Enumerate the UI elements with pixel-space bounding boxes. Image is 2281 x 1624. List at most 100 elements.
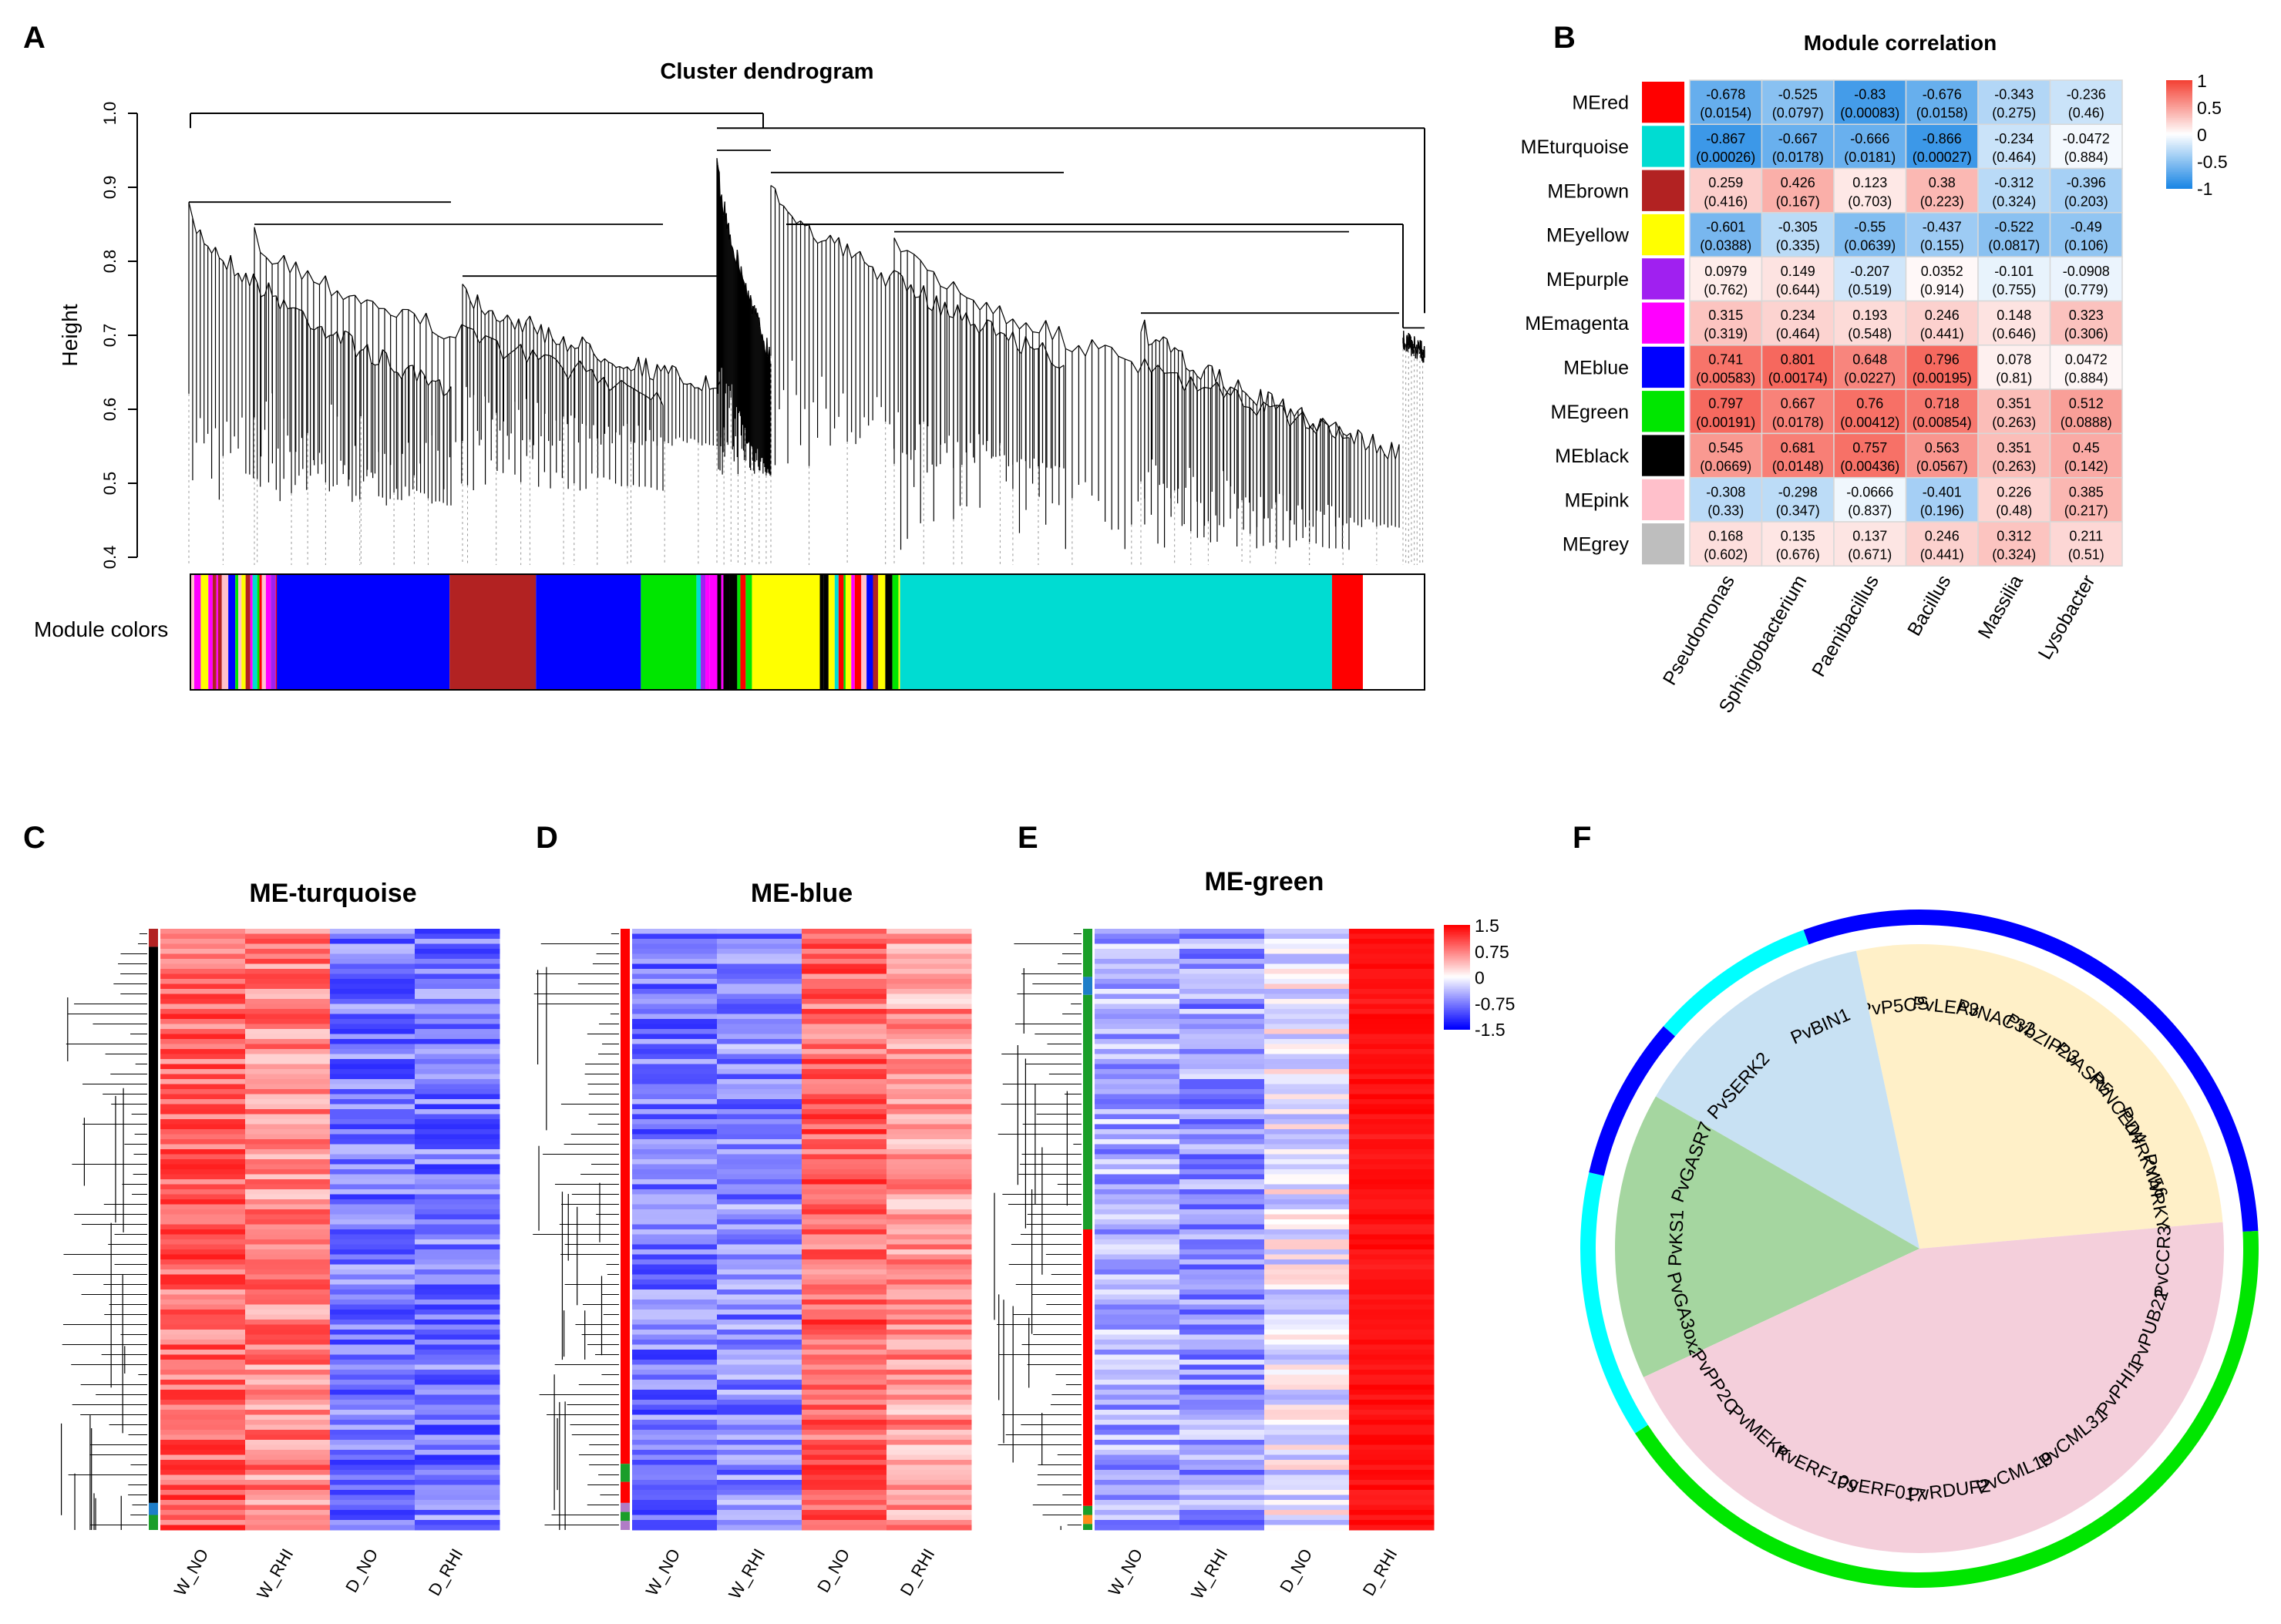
dendrogram-branch xyxy=(272,295,277,298)
dendrogram-branch xyxy=(1200,369,1206,380)
dendrogram-branch xyxy=(1170,347,1176,353)
heatmap-cell xyxy=(330,1495,415,1501)
side-color-segment xyxy=(149,1515,158,1530)
side-color-segment xyxy=(149,929,158,947)
legend-gradient-step xyxy=(2166,116,2192,119)
heatmap-cell xyxy=(1179,1289,1265,1295)
panel-label-a: A xyxy=(23,21,45,55)
heatmap-cell xyxy=(1179,1500,1265,1505)
dendrogram-branch xyxy=(408,309,415,314)
heatmap-cell xyxy=(1095,1169,1180,1175)
legend-gradient-step xyxy=(2166,170,2192,173)
heatmap-cell xyxy=(245,1284,331,1290)
heatmap-cell xyxy=(415,1074,500,1080)
heatmap-cell xyxy=(1095,943,1180,950)
heatmap-cell xyxy=(802,1259,887,1265)
heatmap-cell xyxy=(245,1224,331,1230)
heatmap-cell xyxy=(1179,1394,1265,1400)
heatmap-cell xyxy=(1179,1054,1265,1060)
heatmap-cell xyxy=(330,1410,415,1415)
heatmap-cell xyxy=(1349,1314,1435,1320)
heatmap-cell xyxy=(415,1084,500,1090)
heatmap-cell xyxy=(245,1414,331,1421)
dendrogram-branch xyxy=(1308,422,1314,429)
heatmap-cell xyxy=(886,1044,972,1050)
module-color-block-green xyxy=(641,574,697,690)
heatmap-cell xyxy=(632,1274,718,1280)
heatmap-cell xyxy=(1264,1149,1350,1155)
heatmap-cell xyxy=(415,1094,500,1100)
heatmap-cell xyxy=(1095,1440,1180,1445)
legend-gradient-step xyxy=(2166,83,2192,86)
heatmap-cell xyxy=(717,963,802,970)
dendrogram-branch xyxy=(1125,358,1132,362)
heatmap-cell xyxy=(1095,1029,1180,1034)
correlation-cell xyxy=(1761,476,1835,523)
row-label: MEblue xyxy=(1563,357,1629,378)
heatmap-cell xyxy=(802,1450,887,1455)
heatmap-cell xyxy=(1179,1350,1265,1355)
dendrogram-branch xyxy=(868,265,873,267)
dendrogram-branch xyxy=(529,315,534,327)
heatmap-cell xyxy=(1095,1159,1180,1165)
legend-gradient-step xyxy=(2166,183,2192,186)
heatmap-cell xyxy=(1095,1324,1180,1330)
dendrogram-branch xyxy=(510,321,516,330)
dendrogram-branch xyxy=(893,237,902,253)
heatmap-cell xyxy=(160,1484,246,1491)
heatmap-cell xyxy=(802,1360,887,1365)
heatmap-cell xyxy=(1179,1420,1265,1425)
dendrogram-branch xyxy=(834,237,839,244)
heatmap-cell xyxy=(886,1239,972,1245)
dendrogram-branch xyxy=(838,237,844,257)
legend-gradient-step xyxy=(2166,92,2192,96)
dendrogram-branch xyxy=(1233,379,1239,389)
heatmap-cell xyxy=(1179,1440,1265,1445)
heatmap-cell xyxy=(886,1430,972,1435)
heatmap-cell xyxy=(886,1414,972,1421)
dendrogram-branch xyxy=(204,243,208,247)
heatmap-cell xyxy=(1095,1414,1180,1421)
dendrogram-branch xyxy=(763,341,765,350)
heatmap-cell xyxy=(160,1064,246,1070)
legend-tick-label: -0.75 xyxy=(1475,994,1515,1014)
heatmap-cell xyxy=(1095,953,1180,960)
heatmap-cell xyxy=(1179,1184,1265,1190)
heatmap-cell xyxy=(802,1274,887,1280)
heatmap-cell xyxy=(330,1314,415,1320)
legend-gradient-step xyxy=(1444,967,1470,970)
heatmap-cell xyxy=(160,1434,246,1441)
heatmap-cell xyxy=(415,953,500,960)
dendrogram-branch xyxy=(725,213,728,230)
cell-value: 0.76 xyxy=(1856,396,1883,412)
dendrogram-branch xyxy=(1085,339,1093,357)
heatmap-cell xyxy=(632,1344,718,1350)
heatmap-cell xyxy=(160,1464,246,1471)
heatmap-cell xyxy=(632,953,718,960)
heatmap-cell xyxy=(886,1470,972,1475)
dendrogram-branch xyxy=(732,250,735,257)
heatmap-cell xyxy=(1349,1059,1435,1064)
heatmap-cell xyxy=(1264,1239,1350,1245)
heatmap-cell xyxy=(632,1430,718,1435)
heatmap-cell xyxy=(245,994,331,1000)
heatmap-cell xyxy=(1349,1394,1435,1400)
heatmap-cell xyxy=(330,999,415,1004)
cell-pvalue: (0.335) xyxy=(1776,238,1820,254)
heatmap-cell xyxy=(245,1430,331,1435)
heatmap-cell xyxy=(802,1034,887,1040)
heatmap-cell xyxy=(415,949,500,954)
heatmap-cell xyxy=(1095,1179,1180,1185)
heatmap-cell xyxy=(717,1360,802,1365)
heatmap-cell xyxy=(802,1384,887,1390)
dendrogram-branch xyxy=(653,364,658,381)
heatmap-cell xyxy=(1095,1254,1180,1260)
heatmap-cell xyxy=(415,1440,500,1445)
heatmap-cell xyxy=(160,1199,246,1205)
heatmap-cell xyxy=(160,943,246,950)
heatmap-cell xyxy=(802,1194,887,1200)
heatmap-cell xyxy=(632,939,718,944)
heatmap-cell xyxy=(415,1500,500,1505)
heatmap-cell xyxy=(245,1510,331,1515)
cell-pvalue: (0.81) xyxy=(1996,371,2032,386)
